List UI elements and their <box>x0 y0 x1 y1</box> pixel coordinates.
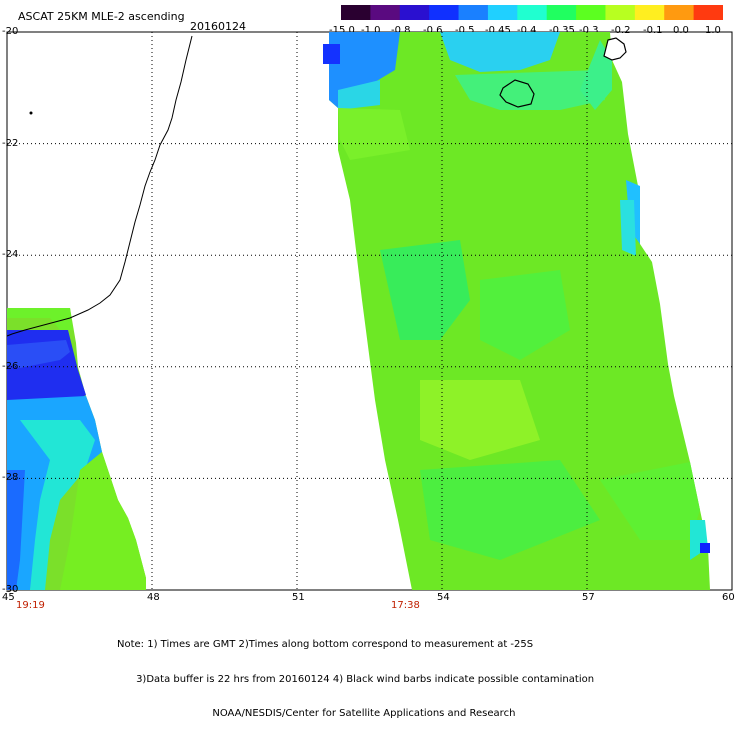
map-date: 20160124 <box>190 20 246 33</box>
swath-map <box>6 31 733 591</box>
colorbar-label: -0.5 <box>455 25 475 36</box>
colorbar-swatch <box>370 5 401 20</box>
right-swath <box>323 32 710 590</box>
colorbar-label: -0.35 <box>549 25 575 36</box>
colorbar-swatch <box>546 5 577 20</box>
map-title: ASCAT 25KM MLE-2 ascending <box>18 10 185 23</box>
coastline-island-mauritius <box>603 37 627 61</box>
colorbar-swatch <box>576 5 606 20</box>
colorbar-label: -0.45 <box>485 25 511 36</box>
coastline-island-reunion <box>499 79 535 108</box>
latitude-label: -30 <box>2 584 19 595</box>
colorbar-swatch <box>634 5 665 20</box>
coastline-africa <box>6 35 193 337</box>
colorbar-label: -0.1 <box>643 25 663 36</box>
colorbar-swatch <box>693 5 723 20</box>
colorbar-swatch <box>487 5 518 20</box>
note-line-3: NOAA/NESDIS/Center for Satellite Applica… <box>117 708 516 719</box>
pass-time-right: 17:38 <box>391 600 420 611</box>
latitude-label: -26 <box>2 360 19 372</box>
colorbar-swatch <box>664 5 695 20</box>
colorbar-label: -0.6 <box>423 25 443 36</box>
left-swath <box>7 308 146 590</box>
colorbar-label: -15.0 <box>329 25 355 36</box>
colorbar-swatch <box>399 5 430 20</box>
note-line-2: 3)Data buffer is 22 hrs from 20160124 4)… <box>117 673 595 685</box>
pass-time-left: 19:19 <box>16 600 45 611</box>
colorbar-label: -0.3 <box>579 25 599 36</box>
colorbar-label: 0.0 <box>673 25 689 36</box>
colorbar-swatch <box>341 5 371 20</box>
notes: Note: 1) Times are GMT 2)Times along bot… <box>117 616 594 731</box>
colorbar-label: -1.0 <box>361 25 381 36</box>
longitude-label: 60 <box>722 592 735 603</box>
colorbar-swatch <box>605 5 636 20</box>
latitude-label: -24 <box>2 249 19 261</box>
longitude-label: 45 <box>2 592 15 603</box>
longitude-label: 57 <box>582 592 595 603</box>
colorbar-label: 1.0 <box>705 25 721 36</box>
colorbar-label: -0.2 <box>611 25 631 36</box>
longitude-label: 54 <box>437 592 450 603</box>
colorbar <box>341 5 723 20</box>
colorbar-label: -0.8 <box>391 25 411 36</box>
colorbar-labels: -15.0 -1.0 -0.8 -0.6 -0.5 -0.45 -0.4 -0.35 -0.3 -… <box>329 25 739 39</box>
longitude-label: 51 <box>292 592 305 603</box>
note-line-1: Note: 1) Times are GMT 2)Times along bot… <box>117 639 534 650</box>
latitude-label: -20 <box>2 26 19 37</box>
latitude-label: -28 <box>2 472 19 484</box>
longitude-label: 48 <box>147 592 160 603</box>
island-dot <box>29 111 33 115</box>
colorbar-swatch <box>429 5 460 20</box>
latitude-label: -22 <box>2 137 19 149</box>
graticule <box>7 32 732 590</box>
colorbar-swatch <box>517 5 548 20</box>
colorbar-label: -0.4 <box>517 25 537 36</box>
colorbar-swatch <box>458 5 489 20</box>
